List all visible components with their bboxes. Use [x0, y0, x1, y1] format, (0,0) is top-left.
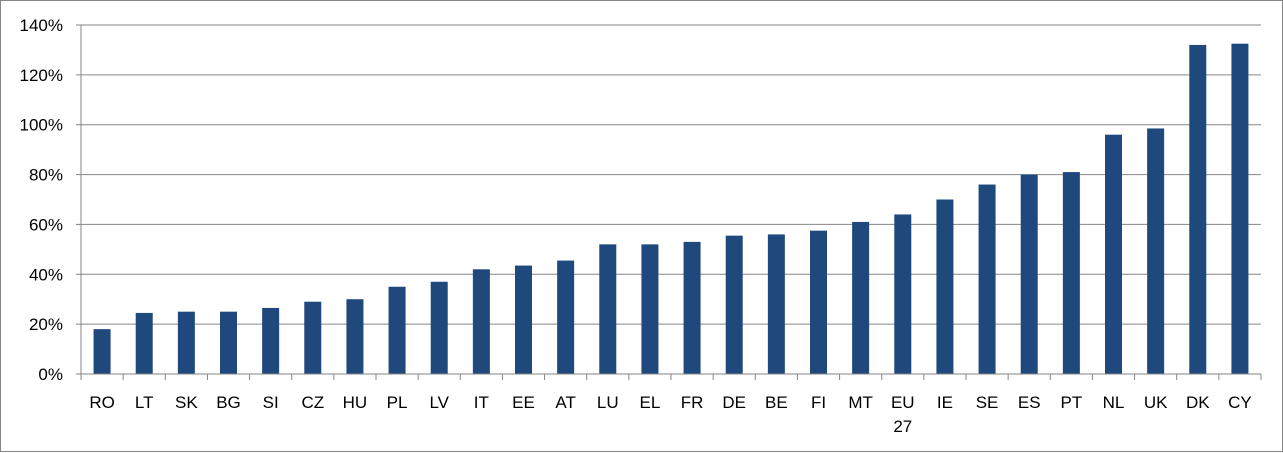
- bar-pl: [388, 286, 406, 374]
- x-tick-label: PT: [1060, 393, 1082, 412]
- bar-si: [262, 307, 280, 374]
- x-tick-label: CZ: [301, 393, 324, 412]
- bar-el: [641, 244, 659, 374]
- x-tick-label: IT: [474, 393, 489, 412]
- y-tick-label: 80%: [29, 166, 63, 185]
- bar-ie: [936, 199, 954, 374]
- x-tick-label: IE: [937, 393, 953, 412]
- bar-uk: [1147, 128, 1165, 374]
- x-tick-label: ES: [1018, 393, 1041, 412]
- x-tick-label: DE: [722, 393, 746, 412]
- bar-de: [725, 235, 743, 374]
- x-tick-label: AT: [555, 393, 575, 412]
- bar-se: [978, 184, 996, 374]
- y-tick-label: 20%: [29, 315, 63, 334]
- y-tick-label: 0%: [38, 365, 63, 384]
- x-tick-label: BG: [216, 393, 241, 412]
- bar-pt: [1062, 172, 1080, 374]
- bar-fr: [683, 241, 701, 374]
- x-tick-labels: RO LT SK BG SI CZ HU PL LV IT EE AT LU EL FR DE BE FI MT EU…: [89, 393, 1251, 436]
- bar-nl: [1105, 134, 1122, 374]
- x-tick-label: HU: [343, 393, 368, 412]
- x-tick-label: CY: [1228, 393, 1252, 412]
- bars: [93, 43, 1249, 374]
- bar-lv: [430, 281, 448, 374]
- y-tick-label: 60%: [29, 215, 63, 234]
- x-tick-label: NL: [1103, 393, 1125, 412]
- x-tick-label: LU: [597, 393, 619, 412]
- bar-lu: [599, 244, 617, 374]
- x-tick-label: BE: [765, 393, 788, 412]
- bar-ro: [93, 329, 111, 374]
- x-tick-label: UK: [1144, 393, 1168, 412]
- bar-ee: [515, 265, 532, 374]
- bar-cz: [304, 301, 322, 374]
- bar-es: [1020, 174, 1038, 374]
- bar-sk: [177, 311, 195, 374]
- x-tick-label: SI: [263, 393, 279, 412]
- y-tick-label: 40%: [29, 265, 63, 284]
- x-tick-label: SE: [976, 393, 999, 412]
- x-tick-label: MT: [848, 393, 873, 412]
- axes: [76, 24, 1262, 380]
- x-tick-label: FR: [681, 393, 704, 412]
- bar-mt: [852, 221, 870, 374]
- bar-it: [472, 269, 490, 374]
- x-tick-label: DK: [1186, 393, 1210, 412]
- x-tick-label: PL: [387, 393, 408, 412]
- x-tick-label: EU 27: [891, 393, 915, 436]
- y-tick-labels: 0% 20% 40% 60% 80% 100% 120% 140%: [20, 16, 63, 384]
- bar-lt: [135, 312, 153, 374]
- gridlines: [81, 24, 1261, 325]
- bar-fi: [810, 230, 827, 374]
- bar-bg: [220, 311, 237, 374]
- bar-cy: [1231, 43, 1249, 374]
- bar-hu: [346, 299, 364, 374]
- bar-dk: [1189, 44, 1207, 374]
- x-tick-label: RO: [89, 393, 115, 412]
- bar-eu-27: [894, 214, 912, 374]
- bar-be: [767, 234, 785, 374]
- x-tick-label: EE: [512, 393, 535, 412]
- x-tick-label: FI: [811, 393, 826, 412]
- x-tick-label: SK: [175, 393, 198, 412]
- y-tick-label: 120%: [20, 66, 63, 85]
- x-tick-label: EL: [640, 393, 661, 412]
- y-tick-label: 140%: [20, 16, 63, 35]
- x-tick-label: LT: [135, 393, 154, 412]
- bar-at: [557, 260, 575, 374]
- y-tick-label: 100%: [20, 116, 63, 135]
- x-tick-label: LV: [429, 393, 449, 412]
